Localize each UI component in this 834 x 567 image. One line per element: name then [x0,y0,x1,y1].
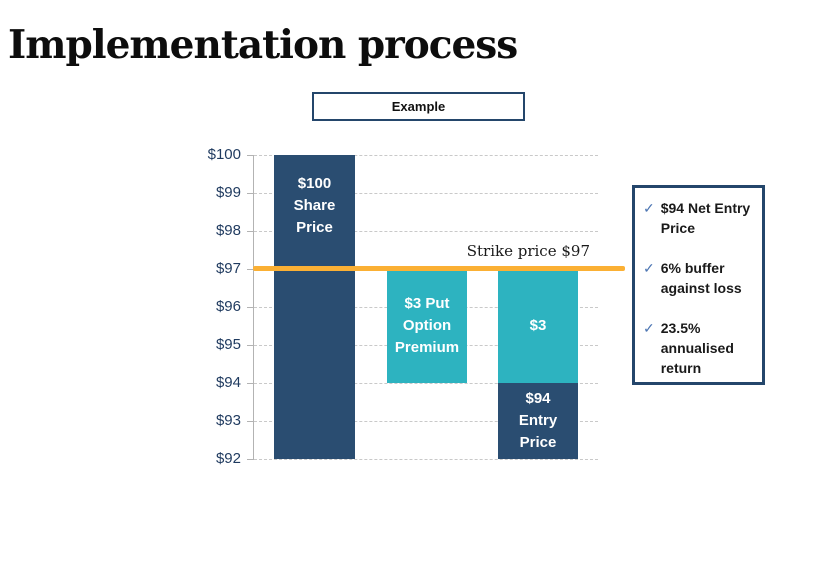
example-badge-label: Example [391,99,446,114]
axis-tick [247,231,254,232]
callout-text: $94 Net Entry Price [660,200,751,236]
y-tick-label: $98 [215,222,241,239]
y-tick-label: $95 [215,336,241,353]
bar-share-price: $100 Share Price [274,155,355,459]
y-tick-label: $93 [215,412,241,429]
axis-tick [247,345,254,346]
callout-text: 6% buffer against loss [660,260,742,296]
y-tick-label: $99 [215,184,241,201]
axis-tick [247,459,254,460]
strike-price-label: Strike price $97 [466,242,590,260]
axis-tick [247,421,254,422]
bar-put-option-premium: $3 Put Option Premium [387,269,467,383]
gridline [254,421,598,422]
gridline [254,155,598,156]
callout-box: ✓ $94 Net Entry Price ✓ 6% buffer agains… [632,185,765,385]
y-tick-label: $92 [215,450,241,467]
callout-text: 23.5% annualised return [660,320,734,376]
y-tick-label: $100 [207,146,241,163]
axis-tick [247,155,254,156]
callout-item: ✓ 23.5% annualised return [643,318,760,378]
axis-tick [247,307,254,308]
y-tick-label: $94 [215,374,241,391]
example-badge: Example [312,92,525,121]
y-tick-label: $96 [215,298,241,315]
check-icon: ✓ [643,260,655,276]
gridline [254,459,598,460]
gridline [254,231,598,232]
page-title: Implementation process [8,22,518,69]
check-icon: ✓ [643,320,655,336]
axis-tick [247,383,254,384]
check-icon: ✓ [643,200,655,216]
axis-tick [247,193,254,194]
y-tick-label: $97 [215,260,241,277]
gridline [254,193,598,194]
strike-price-line [253,266,625,271]
axis-tick [247,269,254,270]
callout-item: ✓ 6% buffer against loss [643,258,760,298]
callout-item: ✓ $94 Net Entry Price [643,198,760,238]
bar-entry-price-segment: $94 Entry Price [498,383,578,459]
gridline [254,383,598,384]
bar-premium-segment: $3 [498,269,578,383]
